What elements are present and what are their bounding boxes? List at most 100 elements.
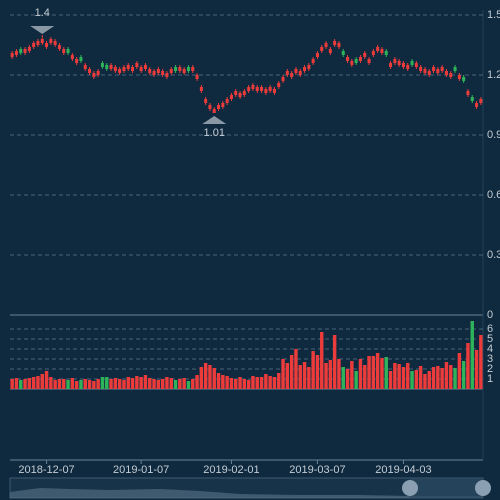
candle-body — [143, 65, 147, 69]
zoom-handle[interactable] — [402, 480, 418, 496]
y2-tick-label: 4 — [487, 343, 493, 355]
volume-bar — [165, 377, 169, 389]
candle-body — [32, 43, 36, 47]
candle-body — [182, 69, 186, 73]
candle-body — [397, 61, 401, 65]
candle-body — [393, 59, 397, 63]
candle-body — [92, 73, 96, 77]
candle-body — [229, 95, 233, 99]
x-tick-label: 2019-04-03 — [375, 464, 431, 476]
volume-bar — [354, 371, 358, 389]
volume-bar — [19, 380, 23, 389]
candle-body — [148, 69, 152, 73]
y2-tick-label: 3 — [487, 353, 493, 365]
volume-bar — [229, 378, 234, 389]
volume-bar — [388, 371, 393, 389]
candle-body — [247, 87, 251, 91]
candle-body — [260, 87, 264, 91]
candle-body — [315, 53, 319, 57]
volume-bar — [358, 359, 363, 389]
volume-bar — [406, 363, 410, 389]
candle-body — [53, 41, 57, 45]
volume-bar — [302, 362, 307, 389]
volume-bar — [83, 379, 87, 389]
candle-body — [427, 71, 431, 75]
x-tick-label: 2019-01-07 — [113, 464, 169, 476]
y2-tick-label: 6 — [487, 323, 493, 335]
candle-body — [40, 39, 44, 43]
candle-body — [457, 75, 461, 79]
candle-body — [100, 63, 104, 67]
volume-bar — [195, 375, 199, 389]
candle-body — [70, 55, 74, 59]
volume-bar — [191, 379, 195, 389]
volume-bar — [148, 378, 152, 389]
candle-body — [376, 47, 380, 51]
volume-bar — [238, 377, 242, 389]
candle-body — [105, 65, 109, 69]
volume-bar — [328, 360, 333, 389]
volume-bar — [182, 378, 186, 389]
volume-bar — [453, 368, 457, 389]
volume-bar — [221, 375, 225, 389]
zoom-handle[interactable] — [475, 480, 491, 496]
candle-body — [139, 67, 143, 71]
volume-bar — [27, 378, 32, 389]
y-tick-label: 0.3 — [487, 249, 500, 261]
candle-body — [371, 51, 375, 55]
candle-body — [23, 49, 27, 53]
volume-bar — [371, 356, 376, 389]
zoom-window — [410, 478, 483, 498]
candle-body — [440, 67, 444, 71]
volume-bar — [289, 355, 294, 389]
volume-bar — [320, 332, 324, 389]
candle-body — [333, 41, 337, 45]
volume-bar — [169, 378, 173, 389]
candle-body — [45, 43, 49, 47]
volume-bar — [212, 368, 216, 389]
volume-bar — [79, 380, 83, 389]
candle-body — [290, 73, 294, 77]
volume-bar — [40, 374, 44, 389]
candle-body — [191, 67, 195, 71]
volume-bar — [380, 358, 384, 389]
volume-bar — [70, 378, 75, 389]
candle-body — [384, 51, 388, 55]
volume-bar — [315, 355, 320, 389]
candle-body — [186, 67, 190, 71]
max-marker — [30, 26, 55, 34]
candle-body — [277, 83, 281, 87]
candle-body — [251, 85, 255, 89]
candle-body — [169, 69, 173, 73]
candle-body — [303, 67, 307, 71]
candle-body — [122, 67, 126, 71]
candle-body — [285, 71, 289, 75]
candle-body — [358, 57, 362, 61]
volume-bar — [294, 349, 298, 389]
candle-body — [423, 69, 427, 73]
data-zoom[interactable] — [9, 477, 491, 499]
volume-bar — [311, 351, 315, 389]
candle-body — [298, 71, 302, 75]
volume-bar — [126, 377, 130, 389]
candle-body — [307, 65, 311, 69]
volume-bar — [113, 378, 118, 389]
candle-body — [27, 47, 31, 51]
candle-body — [234, 91, 238, 95]
candle-body — [436, 69, 440, 73]
volume-bar — [143, 375, 148, 389]
candle-body — [225, 99, 229, 103]
volume-bar — [173, 380, 178, 389]
volume-bar — [216, 373, 221, 389]
volume-bar — [268, 376, 272, 389]
volume-bar — [414, 370, 419, 389]
candle-body — [328, 49, 332, 53]
x-tick-label: 2019-03-07 — [289, 464, 345, 476]
candle-body — [79, 57, 83, 61]
volume-bar — [135, 376, 139, 389]
candle-body — [96, 71, 100, 75]
volume-bar — [277, 373, 281, 389]
y-tick-label: 1.5 — [487, 9, 500, 21]
volume-bar — [23, 379, 27, 389]
